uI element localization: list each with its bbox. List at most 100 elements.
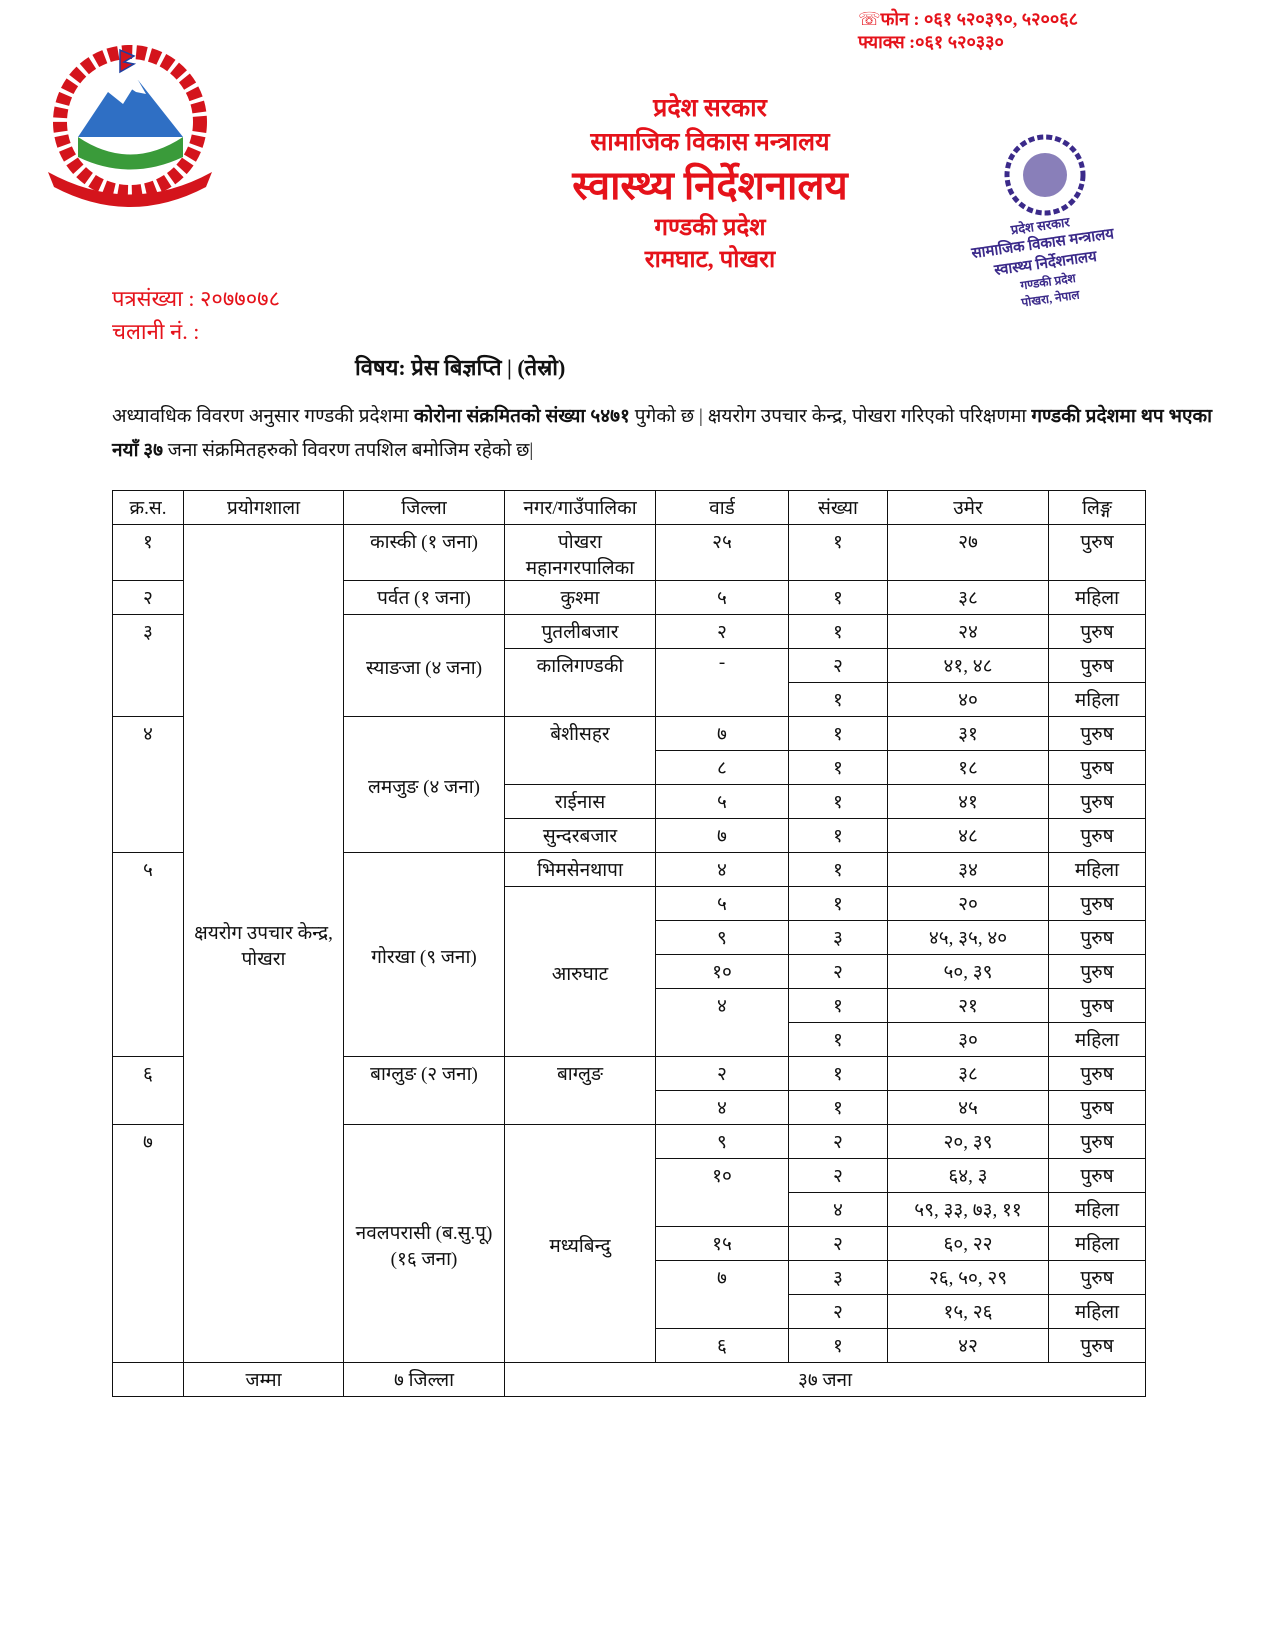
ages-cell: १८ <box>887 750 1049 785</box>
district-cell: स्याङजा (४ जना) <box>343 614 505 717</box>
subject-line: विषय: प्रेस बिज्ञप्ति | (तेस्रो) <box>355 355 566 380</box>
table-row: १ क्षयरोग उपचार केन्द्र, पोखरा कास्की (१ ज… <box>112 524 1146 1363</box>
ages-cell: ३४ <box>887 852 1049 887</box>
count-cell: १ <box>788 852 888 887</box>
serial-number-cell: २ <box>112 580 184 615</box>
count-cell: १ <box>788 1022 888 1057</box>
sex-cell: पुरुष <box>1048 1056 1146 1091</box>
municipality-cell: आरुघाट <box>504 886 656 1057</box>
total-row: जम्मा ७ जिल्ला ३७ जना <box>112 1362 1146 1397</box>
body-content: अध्यावधिक विवरण अनुसार गण्डकी प्रदेशमा क… <box>112 400 1212 1397</box>
sex-cell: महिला <box>1048 1294 1146 1329</box>
ward-cell: १५ <box>655 1226 789 1261</box>
ages-cell: ४० <box>887 682 1049 717</box>
table-row: आरुघाट ५ १ २० पुरुष <box>113 886 1146 1057</box>
ages-cell: ३८ <box>887 1056 1049 1091</box>
ages-cell: ४१ <box>887 784 1049 819</box>
count-cell: १ <box>788 818 888 853</box>
ward-cell: २ <box>655 614 789 649</box>
heading-province: गण्डकी प्रदेश <box>654 215 766 241</box>
district-cell: नवलपरासी (ब.सु.पू) (१६ जना) <box>343 1124 505 1363</box>
column-header: लिङ्ग <box>1048 490 1146 525</box>
count-cell: ३ <box>788 1260 888 1295</box>
table-row: ६ बाग्लुङ (२ जना) बाग्लुङ २ १ ३८ पुरुष <box>112 1056 1146 1125</box>
phone-number: ☏फोन : ०६१ ५२०३९०, ५२००६८ <box>858 9 1078 29</box>
ages-cell: २६, ५०, २९ <box>887 1260 1049 1295</box>
ward-cell: ४ <box>655 852 789 887</box>
ages-cell: २१ <box>887 988 1049 1023</box>
municipality-cell: बाग्लुङ <box>504 1056 656 1125</box>
sex-cell: पुरुष <box>1048 750 1146 785</box>
table-row: ५ गोरखा (९ जना) भिमसेनथापा ४ १ ३४ महिला <box>112 852 1146 1057</box>
column-header: उमेर <box>887 490 1049 525</box>
cases-table: क्र.स. प्रयोगशाला जिल्ला नगर/गाउँपालिका … <box>112 490 1146 1397</box>
ward-cell: ५ <box>655 886 789 921</box>
table-row: २ १५, २६ महिला <box>113 1294 1146 1329</box>
municipality-cell: बेशीसहर <box>504 716 656 785</box>
count-cell: १ <box>788 1056 888 1091</box>
serial-number-cell: ५ <box>112 852 184 1057</box>
total-persons-cell: ३७ जना <box>504 1362 1146 1397</box>
office-heading: प्रदेश सरकार सामाजिक विकास मन्त्रालय स्व… <box>500 92 920 276</box>
table-row: ४ ५९, ३३, ७३, ११ महिला <box>113 1192 1146 1227</box>
ages-cell: २७ <box>887 524 1049 581</box>
ages-cell: ४१, ४८ <box>887 648 1049 683</box>
serial-number-cell: ६ <box>112 1056 184 1125</box>
ages-cell: ३८ <box>887 580 1049 615</box>
table-row: ७ ३ २६, ५०, २९ पुरुष <box>113 1260 1146 1329</box>
sex-cell: पुरुष <box>1048 954 1146 989</box>
column-header: संख्या <box>788 490 888 525</box>
ward-cell: १० <box>655 1158 789 1227</box>
ward-cell: ६ <box>655 1328 789 1363</box>
count-cell: १ <box>788 988 888 1023</box>
blank-cell <box>112 1362 184 1397</box>
sex-cell: महिला <box>1048 852 1146 887</box>
heading-ministry: सामाजिक विकास मन्त्रालय <box>590 129 830 156</box>
ward-cell: ८ <box>655 750 789 785</box>
ward-cell: ५ <box>655 784 789 819</box>
sex-cell: महिला <box>1048 1022 1146 1057</box>
count-cell: २ <box>788 954 888 989</box>
bold-text: गण्डकी प्रदेशमा थप भएका नयाँ ३७ <box>112 406 1212 461</box>
letter-number: २०७७०७८ <box>199 286 281 311</box>
table-row: ४ १ २१ पुरुष <box>113 988 1146 1057</box>
ward-cell: ४ <box>655 988 789 1057</box>
count-cell: २ <box>788 648 888 683</box>
count-cell: २ <box>788 1226 888 1261</box>
text: अध्यावधिक विवरण अनुसार गण्डकी प्रदेशमा <box>112 406 414 427</box>
district-cell: लमजुङ (४ जना) <box>343 716 505 853</box>
count-cell: १ <box>788 784 888 819</box>
sex-cell: पुरुष <box>1048 1090 1146 1125</box>
ages-cell: १५, २६ <box>887 1294 1049 1329</box>
sex-cell: महिला <box>1048 1192 1146 1227</box>
column-header: प्रयोगशाला <box>183 490 344 525</box>
sex-cell: पुरुष <box>1048 1260 1146 1295</box>
ages-cell: ४२ <box>887 1328 1049 1363</box>
count-cell: १ <box>788 682 888 717</box>
sex-cell: पुरुष <box>1048 1158 1146 1193</box>
ages-cell: ४५ <box>887 1090 1049 1125</box>
sex-cell: पुरुष <box>1048 524 1146 581</box>
table-row: १ ३० महिला <box>113 1022 1146 1057</box>
municipality-cell: सुन्दरबजार <box>504 818 656 853</box>
ward-cell: ५ <box>655 580 789 615</box>
municipality-cell: भिमसेनथापा <box>504 852 656 887</box>
ages-cell: २० <box>887 886 1049 921</box>
sex-cell: महिला <box>1048 1226 1146 1261</box>
table-row: सुन्दरबजार ७ १ ४८ पुरुष <box>113 818 1146 853</box>
ages-cell: २०, ३९ <box>887 1124 1049 1159</box>
municipality-cell: कुश्मा <box>504 580 656 615</box>
sex-cell: पुरुष <box>1048 716 1146 751</box>
ages-cell: ६०, २२ <box>887 1226 1049 1261</box>
table-row: ७ नवलपरासी (ब.सु.पू) (१६ जना) मध्यबिन्दु ९ २… <box>112 1124 1146 1363</box>
ages-cell: ५९, ३३, ७३, ११ <box>887 1192 1049 1227</box>
municipality-cell: राईनास <box>504 784 656 819</box>
count-cell: २ <box>788 1158 888 1193</box>
sex-cell: महिला <box>1048 580 1146 615</box>
district-cell: कास्की (१ जना) <box>343 524 505 581</box>
municipality-cell: मध्यबिन्दु <box>504 1124 656 1363</box>
count-cell: २ <box>788 1294 888 1329</box>
ages-cell: ३१ <box>887 716 1049 751</box>
total-label-cell: जम्मा <box>183 1362 344 1397</box>
